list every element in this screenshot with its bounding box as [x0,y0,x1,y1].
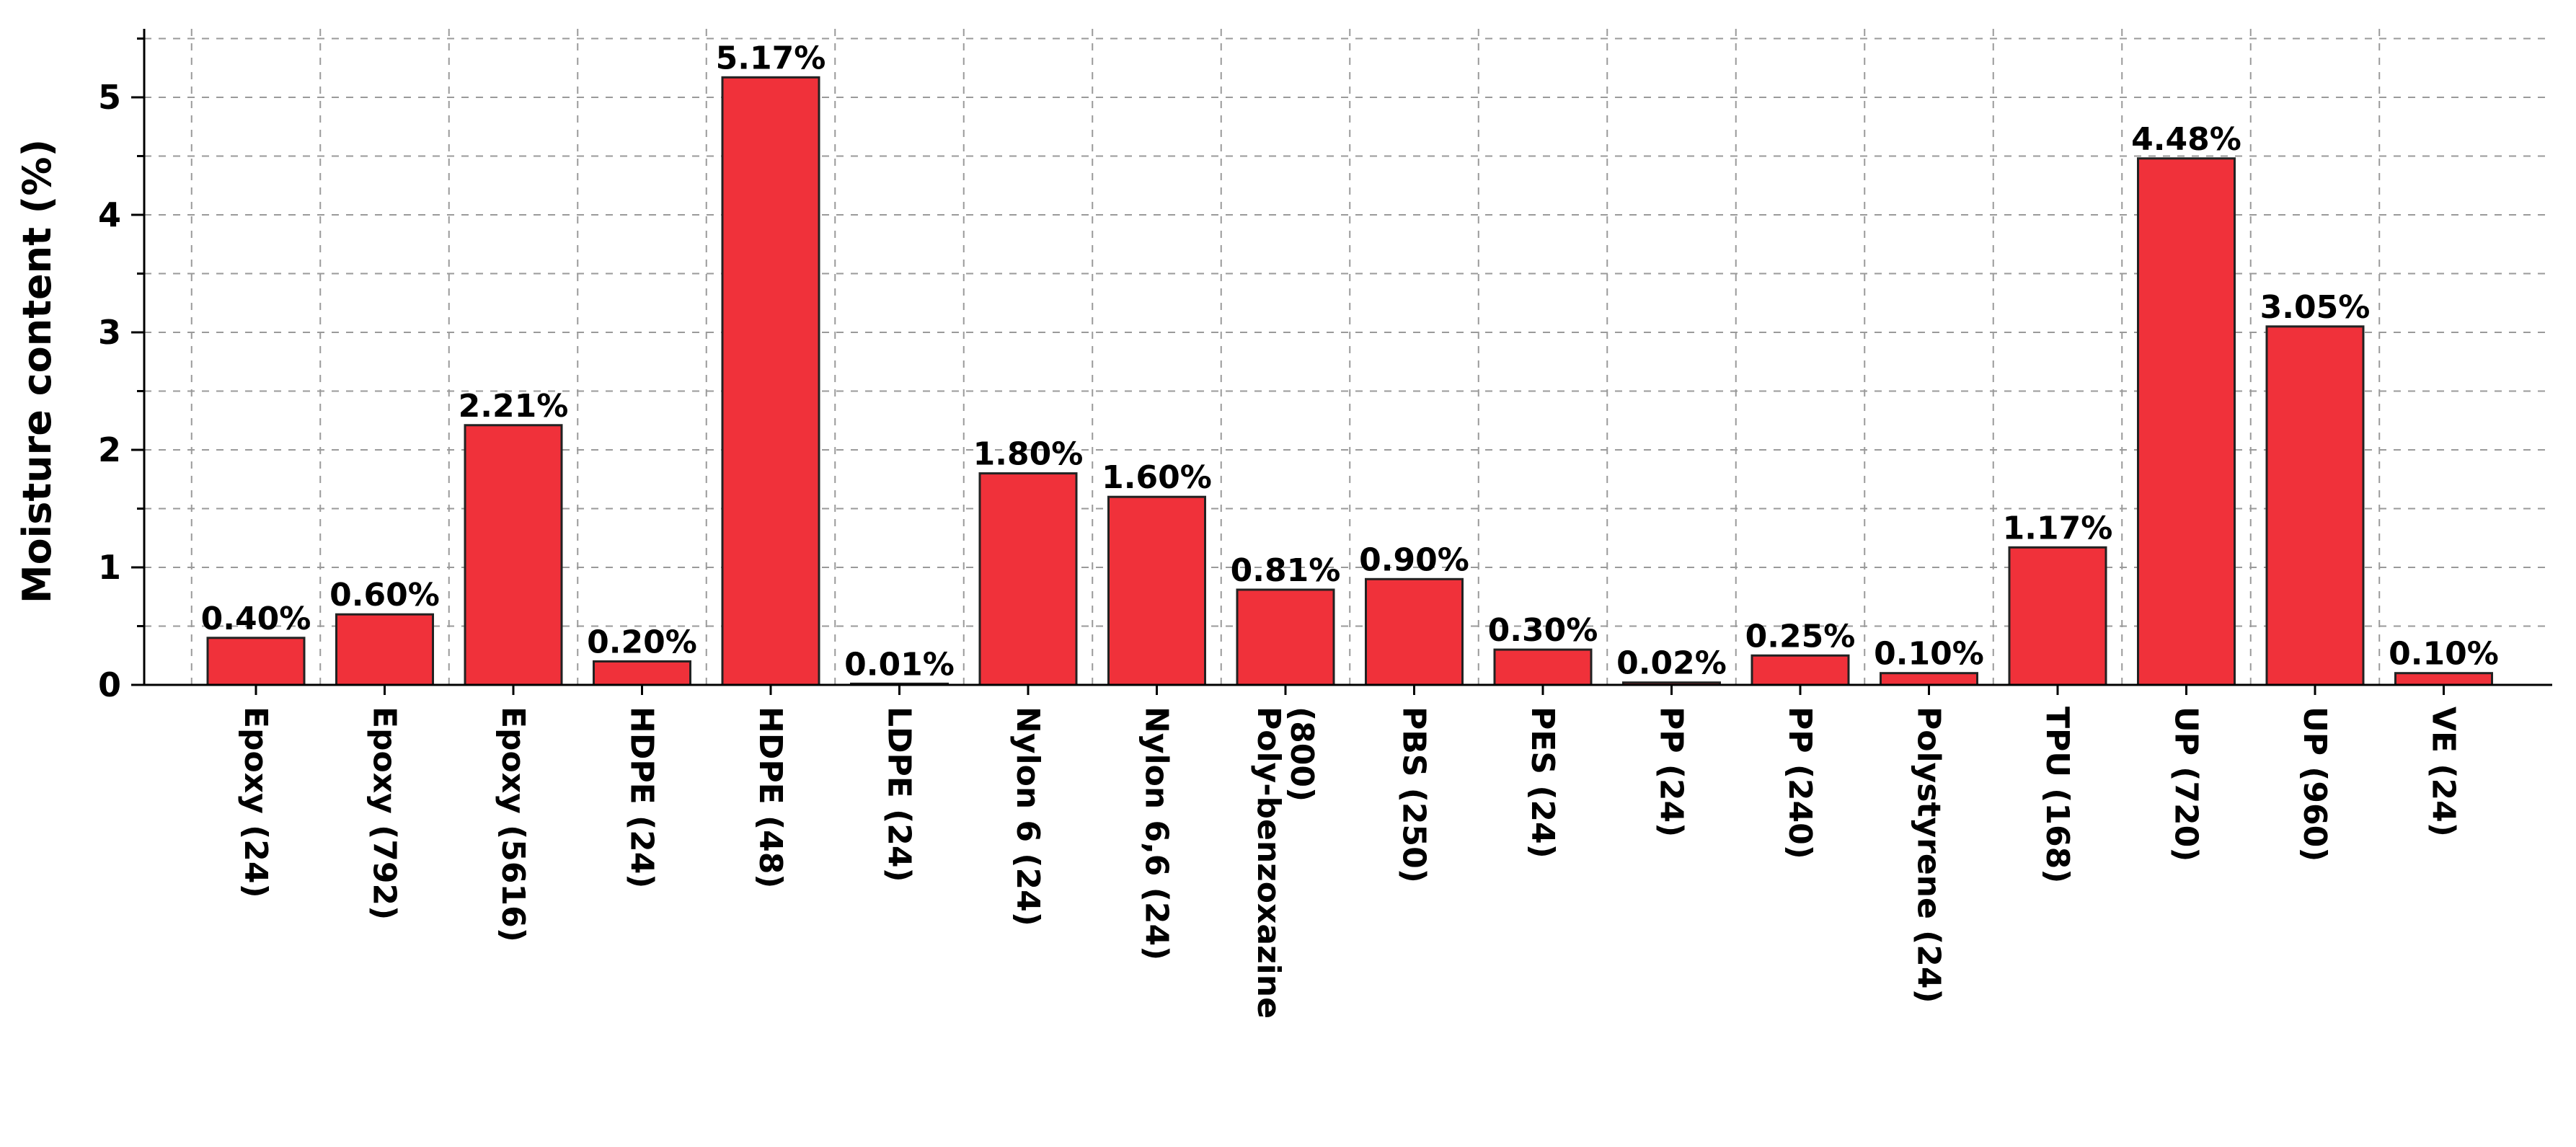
category-label: PP (24) [1653,707,1690,837]
category-label-line: TPU (168) [2039,707,2076,883]
category-label: Nylon 6,6 (24) [1138,707,1175,960]
data-label: 1.80% [973,436,1084,473]
category-label: PBS (250) [1396,707,1433,883]
category-label: VE (24) [2425,707,2462,837]
category-label-line: (800) [1283,707,1320,802]
category-label-line: Epoxy (24) [237,707,274,898]
category-label-line: PBS (250) [1396,707,1433,883]
y-tick-label: 3 [98,313,121,352]
category-label-line: Nylon 6,6 (24) [1138,707,1175,960]
category-label-line: LDPE (24) [881,707,918,882]
category-label-line: HDPE (48) [752,707,789,888]
category-label: PES (24) [1524,707,1561,859]
bar [2008,546,2107,686]
bar [1365,577,1464,686]
category-label: HDPE (24) [624,707,660,888]
category-label-line: PP (240) [1781,707,1818,859]
category-label: Epoxy (5616) [495,707,531,942]
category-label: PP (240) [1781,707,1818,859]
bar [2265,325,2365,686]
bar [206,637,306,686]
y-tick-labels: 0 1 2 3 4 5 [98,78,121,704]
category-label-line: Epoxy (5616) [495,707,531,942]
data-label: 0.10% [1874,636,1984,673]
bars-layer [206,76,2493,686]
category-label: HDPE (48) [752,707,789,888]
category-label: UP (720) [2168,707,2205,862]
data-label: 0.90% [1359,541,1469,578]
data-label: 0.01% [844,646,955,683]
bar [2394,672,2493,686]
category-label-line: Epoxy (792) [366,707,403,920]
data-label: 5.17% [716,40,826,76]
category-label: LDPE (24) [881,707,918,882]
category-label: Poly-benzoxazine(800) [1250,707,1320,1019]
data-label: 0.10% [2389,636,2499,673]
y-axis-title: Moisture content (%) [14,139,60,603]
bar [2137,157,2236,686]
category-label-line: Nylon 6 (24) [1009,707,1046,926]
category-label: Epoxy (792) [366,707,403,920]
data-label: 0.60% [329,577,440,614]
bar [464,424,563,686]
axes-layer [131,29,2552,695]
data-labels: 0.40% 0.60% 2.21% 0.20% 5.17% 0.01% 1.80% 1.60%… [201,40,2499,683]
data-label: 0.81% [1231,552,1341,589]
y-tick-label: 0 [98,665,121,704]
data-label: 1.17% [2003,510,2113,546]
bar [593,660,691,686]
category-label-line: Poly-benzoxazine [1250,707,1287,1019]
category-label: Epoxy (24) [237,707,274,898]
category-label-line: UP (720) [2168,707,2205,862]
y-tick-label: 5 [98,78,121,117]
data-label: 1.60% [1102,459,1212,496]
category-label-line: Polystyrene (24) [1911,707,1947,1004]
bar [1236,588,1335,686]
category-label: TPU (168) [2039,707,2076,883]
y-tick-label: 4 [98,195,121,234]
category-label: Polystyrene (24) [1911,707,1947,1004]
bar [1750,654,1850,686]
bar [1493,648,1593,686]
category-label: Nylon 6 (24) [1009,707,1046,926]
category-label: UP (960) [2296,707,2333,862]
category-labels: Epoxy (24) Epoxy (792) Epoxy (5616) HDPE (2… [237,707,2462,1019]
bar [1107,495,1206,686]
category-label-line: PP (24) [1653,707,1690,837]
bar [978,472,1078,686]
data-label: 2.21% [459,388,569,425]
bar [1880,672,1978,686]
category-label-line: VE (24) [2425,707,2462,837]
bar [721,76,820,686]
y-tick-label: 2 [98,430,121,469]
y-tick-label: 1 [98,548,121,587]
data-label: 3.05% [2260,289,2371,326]
category-label-line: HDPE (24) [624,707,660,888]
data-label: 0.25% [1745,618,1856,655]
data-label: 0.40% [201,601,311,637]
data-label: 0.20% [587,624,697,660]
data-label: 0.30% [1488,612,1598,649]
data-label: 4.48% [2131,121,2241,158]
category-label-line: PES (24) [1524,707,1561,859]
data-label: 0.02% [1616,645,1727,682]
bar [335,613,434,686]
category-label-line: UP (960) [2296,707,2333,862]
